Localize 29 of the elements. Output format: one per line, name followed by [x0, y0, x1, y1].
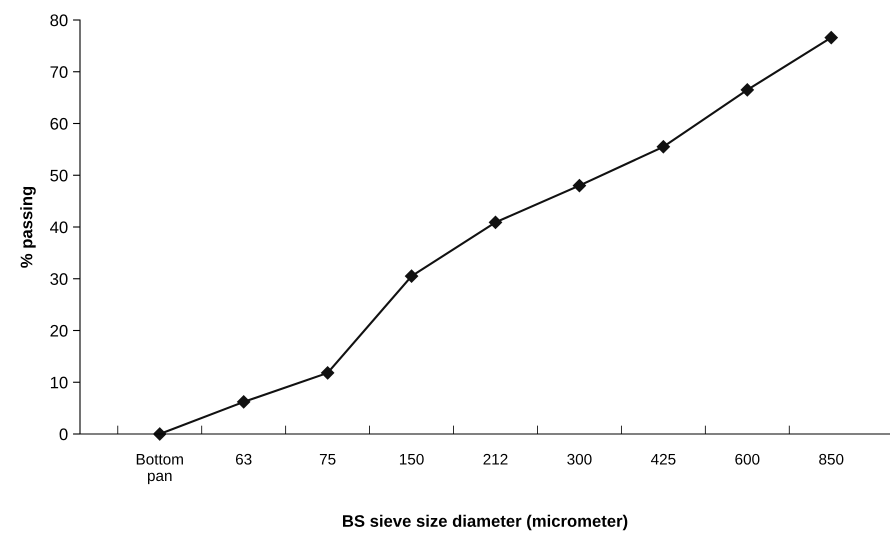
y-tick-label: 10	[50, 376, 68, 388]
point	[488, 216, 502, 229]
point	[740, 83, 754, 96]
x-tick-label: Bottom pan	[136, 454, 183, 484]
y-tick-label: 80	[50, 14, 68, 26]
point	[572, 179, 586, 192]
x-tick-label: 850	[819, 454, 844, 465]
point	[321, 366, 334, 380]
x-tick-label: 600	[735, 454, 760, 465]
x-tick-label: 300	[567, 454, 592, 465]
point	[404, 270, 418, 283]
y-tick-label: 70	[50, 66, 68, 78]
point	[656, 140, 670, 154]
y-tick-label: 60	[50, 118, 68, 130]
y-tick-label: 20	[50, 324, 68, 337]
x-tick-label: 75	[320, 454, 336, 465]
y-tick-label: 30	[50, 273, 68, 285]
x-tick-label: 150	[400, 454, 424, 465]
y-tick-label: 40	[50, 221, 68, 234]
y-axis-title: % passing	[20, 186, 36, 268]
x-axis-title: BS sieve size diameter (micrometer)	[343, 514, 628, 530]
point	[824, 31, 838, 44]
point	[237, 395, 250, 409]
y-tick-label: 0	[60, 428, 68, 440]
x-tick-label: 63	[236, 454, 252, 465]
x-tick-label: 212	[484, 454, 508, 465]
point	[153, 427, 166, 441]
x-tick-label: 425	[650, 454, 676, 465]
y-tick-label: 50	[50, 170, 68, 182]
